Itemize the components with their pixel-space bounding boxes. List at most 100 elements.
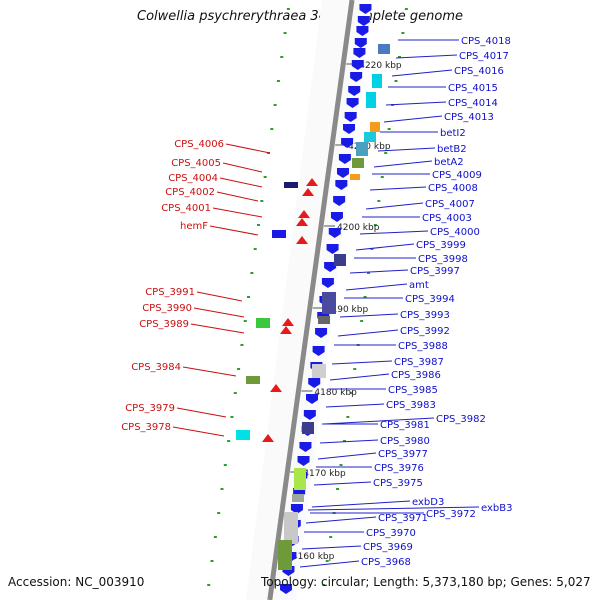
right-leader-line xyxy=(377,147,436,152)
right-gene-label: CPS_3985 xyxy=(388,385,438,396)
right-leader-line xyxy=(323,417,435,425)
right-leader-line xyxy=(319,439,379,444)
forward-gene-arrow xyxy=(312,346,325,356)
reverse-gene-arrow xyxy=(280,326,292,334)
gc-dot-right xyxy=(367,272,371,274)
forward-gene-arrow xyxy=(306,394,319,404)
reverse-gene-arrow xyxy=(296,236,308,244)
feature-block xyxy=(366,92,376,108)
gc-dot-left xyxy=(213,536,217,538)
left-feature-block xyxy=(236,430,250,440)
left-gene-label: CPS_3990 xyxy=(142,303,192,314)
gc-dot-right xyxy=(404,8,408,10)
forward-gene-arrow xyxy=(324,262,337,272)
forward-gene-arrow xyxy=(356,26,369,36)
left-leader-line xyxy=(209,225,259,236)
left-feature-block xyxy=(272,230,286,238)
left-gene-label: CPS_3991 xyxy=(145,287,195,298)
accession-text: Accession: NC_003910 xyxy=(8,575,145,589)
forward-gene-arrow xyxy=(333,196,346,206)
right-gene-label: CPS_3969 xyxy=(363,542,413,553)
gc-dot-left xyxy=(223,464,227,466)
left-gene-label: CPS_3978 xyxy=(121,422,171,433)
forward-gene-arrow xyxy=(326,244,339,254)
right-leader-line xyxy=(331,360,393,365)
right-gene-label: CPS_3977 xyxy=(378,449,428,460)
feature-block xyxy=(318,316,330,324)
right-gene-label: CPS_3975 xyxy=(373,478,423,489)
kbp-label: 4160 kbp xyxy=(292,552,335,562)
forward-gene-arrow xyxy=(308,378,321,388)
left-feature-block xyxy=(256,318,270,328)
right-gene-label: CPS_4015 xyxy=(448,83,498,94)
gc-dot-left xyxy=(276,80,280,82)
left-gene-label: CPS_3984 xyxy=(131,362,181,373)
right-gene-label: amt xyxy=(409,280,429,291)
gc-dot-right xyxy=(325,560,329,562)
left-gene-label: hemF xyxy=(180,221,208,232)
forward-gene-arrow xyxy=(350,72,363,82)
feature-block xyxy=(378,44,390,54)
gc-dot-left xyxy=(270,128,274,130)
gc-dot-left xyxy=(217,512,221,514)
reverse-gene-arrow xyxy=(302,188,314,196)
gc-dot-right xyxy=(339,464,343,466)
feature-block xyxy=(278,540,292,570)
forward-gene-arrow xyxy=(359,4,372,14)
right-leader-line xyxy=(329,373,390,381)
gc-dot-left xyxy=(283,32,287,34)
gc-dot-left xyxy=(260,200,264,202)
topology-text: Topology: circular; Length: 5,373,180 bp… xyxy=(261,575,591,589)
right-gene-label: CPS_4000 xyxy=(430,227,480,238)
left-feature-block xyxy=(246,376,260,384)
gc-dot-right xyxy=(360,320,364,322)
left-feature-block xyxy=(284,182,298,188)
right-gene-label: CPS_3972 xyxy=(426,509,476,520)
right-leader-line xyxy=(337,329,399,337)
left-leader-line xyxy=(190,323,245,334)
gc-dot-left xyxy=(240,344,244,346)
right-gene-label: CPS_3980 xyxy=(380,436,430,447)
gc-dot-right xyxy=(363,296,367,298)
right-gene-label: exbB3 xyxy=(481,503,512,514)
right-gene-label: CPS_4007 xyxy=(425,199,475,210)
forward-gene-arrow xyxy=(328,228,341,238)
gc-dot-right xyxy=(377,200,381,202)
gc-dot-right xyxy=(322,584,326,586)
right-gene-label: CPS_3982 xyxy=(436,414,486,425)
forward-gene-arrow xyxy=(321,278,334,288)
right-leader-line xyxy=(307,506,480,511)
gc-dot-right xyxy=(380,176,384,178)
feature-block xyxy=(352,158,364,168)
right-gene-label: CPS_3976 xyxy=(374,463,424,474)
left-leader-line xyxy=(222,162,263,173)
gc-dot-left xyxy=(227,440,231,442)
left-leader-line xyxy=(225,143,271,154)
right-gene-label: CPS_3999 xyxy=(416,240,466,251)
gc-dot-left xyxy=(286,8,290,10)
right-leader-line xyxy=(301,545,362,550)
left-gene-label: CPS_4005 xyxy=(171,158,221,169)
gc-dot-left xyxy=(210,560,214,562)
right-gene-label: CPS_3993 xyxy=(400,310,450,321)
gc-dot-left xyxy=(280,56,284,58)
right-gene-label: CPS_3968 xyxy=(361,557,411,568)
right-gene-label: betB2 xyxy=(437,144,467,155)
backbone-line xyxy=(267,0,355,600)
right-gene-label: CPS_4018 xyxy=(461,36,511,47)
right-gene-label: CPS_4013 xyxy=(444,112,494,123)
left-gene-label: CPS_4006 xyxy=(174,139,224,150)
feature-block xyxy=(292,494,304,502)
forward-gene-arrow xyxy=(330,212,343,222)
forward-gene-arrow xyxy=(315,328,328,338)
right-leader-line xyxy=(305,516,377,524)
right-leader-line xyxy=(349,269,409,274)
left-gene-label: CPS_4001 xyxy=(161,203,211,214)
forward-gene-arrow xyxy=(354,38,367,48)
feature-block xyxy=(322,292,336,314)
right-gene-label: CPS_3988 xyxy=(398,341,448,352)
left-leader-line xyxy=(182,366,237,377)
gc-dot-left xyxy=(207,584,211,586)
right-gene-label: CPS_3981 xyxy=(380,420,430,431)
